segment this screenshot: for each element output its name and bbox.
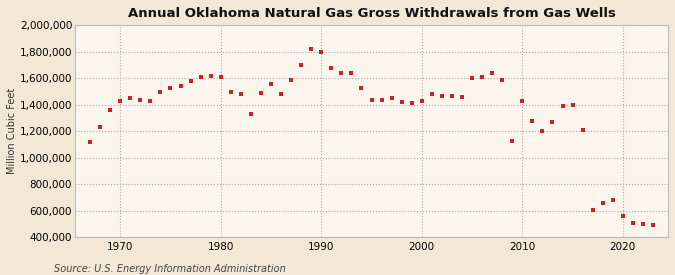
Point bbox=[628, 221, 639, 225]
Point bbox=[437, 93, 448, 98]
Point bbox=[366, 97, 377, 102]
Point bbox=[618, 214, 628, 218]
Point bbox=[466, 76, 477, 81]
Point bbox=[577, 128, 588, 132]
Point bbox=[406, 101, 417, 106]
Point bbox=[447, 93, 458, 98]
Point bbox=[487, 71, 497, 75]
Point bbox=[427, 92, 437, 97]
Point bbox=[346, 71, 357, 75]
Point bbox=[396, 100, 407, 104]
Point bbox=[225, 89, 236, 94]
Point bbox=[637, 222, 648, 226]
Point bbox=[165, 85, 176, 90]
Point bbox=[376, 97, 387, 102]
Point bbox=[537, 129, 548, 134]
Point bbox=[416, 99, 427, 103]
Point bbox=[527, 119, 538, 123]
Point bbox=[557, 104, 568, 108]
Point bbox=[547, 120, 558, 124]
Point bbox=[296, 63, 306, 67]
Point bbox=[265, 81, 276, 86]
Point bbox=[95, 125, 105, 130]
Point bbox=[336, 71, 347, 75]
Point bbox=[215, 75, 226, 79]
Point bbox=[497, 78, 508, 82]
Point bbox=[587, 207, 598, 212]
Text: Source: U.S. Energy Information Administration: Source: U.S. Energy Information Administ… bbox=[54, 264, 286, 274]
Point bbox=[477, 75, 487, 79]
Point bbox=[155, 89, 166, 94]
Point bbox=[125, 96, 136, 100]
Point bbox=[236, 92, 246, 97]
Point bbox=[286, 78, 296, 82]
Point bbox=[175, 84, 186, 89]
Point bbox=[306, 47, 317, 51]
Point bbox=[356, 85, 367, 90]
Point bbox=[205, 73, 216, 78]
Y-axis label: Million Cubic Feet: Million Cubic Feet bbox=[7, 88, 17, 174]
Point bbox=[275, 92, 286, 97]
Point bbox=[326, 65, 337, 70]
Point bbox=[256, 91, 267, 95]
Point bbox=[105, 108, 115, 112]
Point bbox=[185, 79, 196, 83]
Point bbox=[84, 140, 95, 144]
Point bbox=[316, 50, 327, 54]
Title: Annual Oklahoma Natural Gas Gross Withdrawals from Gas Wells: Annual Oklahoma Natural Gas Gross Withdr… bbox=[128, 7, 616, 20]
Point bbox=[115, 99, 126, 103]
Point bbox=[456, 95, 467, 99]
Point bbox=[135, 97, 146, 102]
Point bbox=[195, 75, 206, 79]
Point bbox=[597, 201, 608, 205]
Point bbox=[507, 138, 518, 143]
Point bbox=[246, 112, 256, 116]
Point bbox=[145, 99, 156, 103]
Point bbox=[647, 223, 658, 228]
Point bbox=[517, 99, 528, 103]
Point bbox=[386, 96, 397, 100]
Point bbox=[608, 198, 618, 202]
Point bbox=[567, 103, 578, 107]
